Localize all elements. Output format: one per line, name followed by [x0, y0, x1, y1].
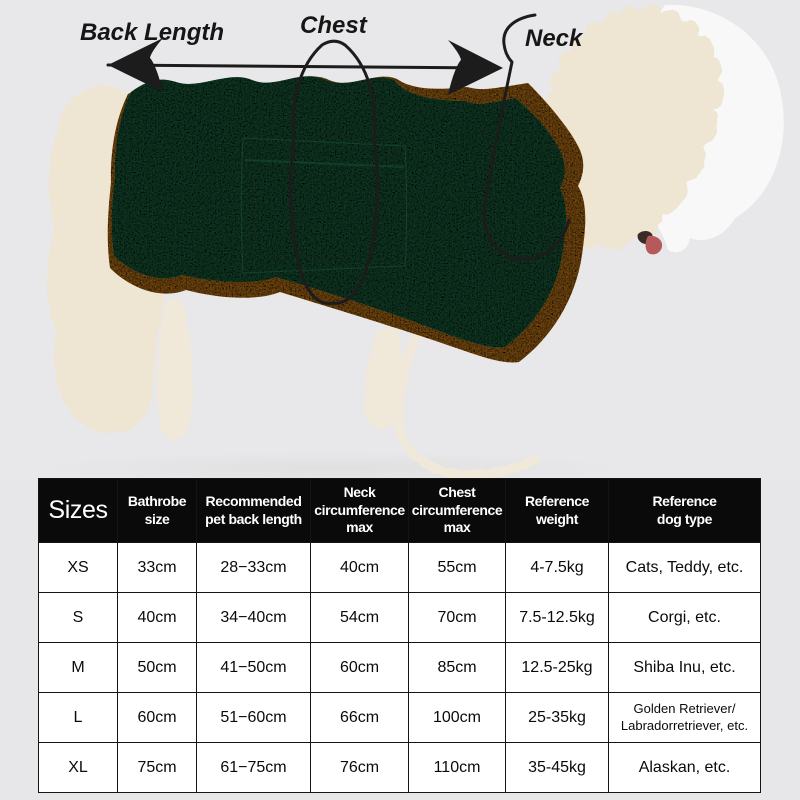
svg-text:Chest: Chest: [300, 12, 368, 39]
svg-text:Neck: Neck: [525, 25, 584, 52]
svg-text:Back Length: Back Length: [80, 19, 224, 46]
